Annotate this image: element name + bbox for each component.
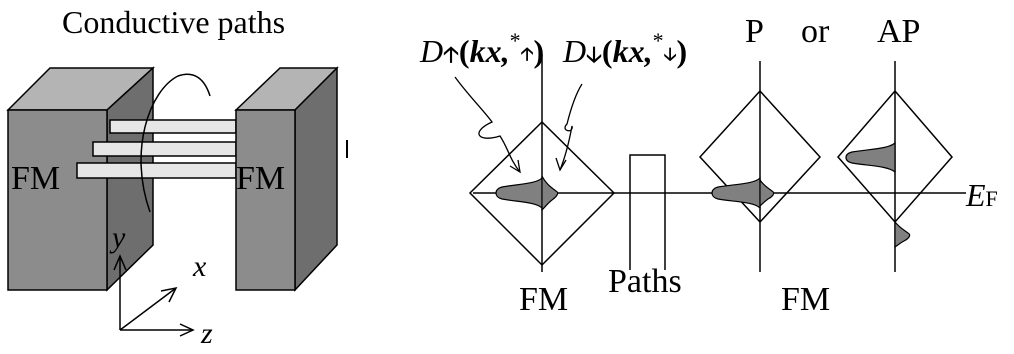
- left-fm-dos-down: [541, 175, 559, 212]
- z-axis-arrowhead: [179, 323, 195, 337]
- or-label: or: [801, 13, 830, 50]
- rod-3: [76, 162, 237, 179]
- fermi-E: E: [965, 177, 986, 213]
- p-fm-dos-up: [711, 176, 761, 210]
- right-fm-bottom-label: FM: [781, 281, 830, 318]
- paths-label: Paths: [608, 263, 682, 300]
- dos-pointer-arrows: [454, 76, 583, 174]
- x-axis-label: x: [192, 250, 207, 283]
- dos-down-pointer-head: [555, 157, 567, 172]
- dos-down-label: D🡣(kx,*🡣): [562, 28, 687, 69]
- ap-label: AP: [877, 13, 920, 50]
- left-fm-dos-up: [495, 176, 543, 210]
- right-block-front: [235, 109, 296, 291]
- p-label: P: [745, 13, 764, 50]
- ap-fm-dos-down: [894, 220, 911, 249]
- right-fm-block: [234, 66, 339, 292]
- p-fm-band: [698, 89, 822, 224]
- dos-down-spin-icon: 🡣: [664, 44, 677, 64]
- dos-up-arrow-icon: 🡡: [443, 42, 459, 67]
- fermi-level-label: EF: [965, 177, 998, 213]
- dos-down-close: ): [677, 33, 688, 69]
- device-sketch: Conductive paths FM FM: [6, 4, 348, 350]
- dos-down-pointer: [559, 83, 583, 171]
- dos-down-D: D: [562, 33, 586, 69]
- left-fm-bottom-label: FM: [519, 281, 568, 318]
- dos-down-open: (: [602, 33, 613, 69]
- coordinate-axes: [113, 254, 195, 337]
- fermi-subscript: F: [986, 186, 998, 211]
- left-fm-label: FM: [11, 160, 60, 197]
- ap-fm-dos-up: [845, 141, 896, 174]
- rotation-arrow: [140, 73, 211, 213]
- dos-up-label: D🡡(kx,*🡡): [419, 28, 544, 69]
- dos-up-spin-icon: 🡡: [521, 44, 534, 64]
- dos-up-open: (: [459, 33, 470, 69]
- dos-diagram: EF D🡡(kx,*🡡) D🡣(kx,*🡣) P or AP: [419, 13, 998, 318]
- conductive-rods: [76, 119, 348, 179]
- x-axis-arrowhead: [160, 286, 178, 303]
- y-axis-label: y: [109, 221, 126, 254]
- dos-up-star: *: [510, 28, 521, 53]
- left-fm-band: [468, 120, 616, 267]
- paths-barrier: [629, 154, 666, 270]
- dos-up-close: ): [534, 33, 545, 69]
- dos-down-star: *: [653, 28, 664, 53]
- rod-2: [92, 141, 237, 157]
- right-fm-label: FM: [236, 160, 285, 197]
- z-axis-label: z: [200, 317, 213, 350]
- y-axis-arrowhead: [113, 254, 127, 271]
- dos-up-pointer: [454, 76, 521, 173]
- x-axis: [119, 287, 177, 331]
- dos-up-D: D: [419, 33, 443, 69]
- dos-up-arg: kx,: [470, 33, 510, 69]
- dos-down-arg: kx,: [613, 33, 653, 69]
- dos-up-pointer-head: [509, 159, 521, 174]
- dos-down-arrow-icon: 🡣: [586, 42, 602, 67]
- conductive-paths-title: Conductive paths: [62, 4, 285, 40]
- left-block-front: [7, 109, 108, 291]
- rod-1: [109, 119, 237, 134]
- p-fm-dos-down: [759, 178, 775, 208]
